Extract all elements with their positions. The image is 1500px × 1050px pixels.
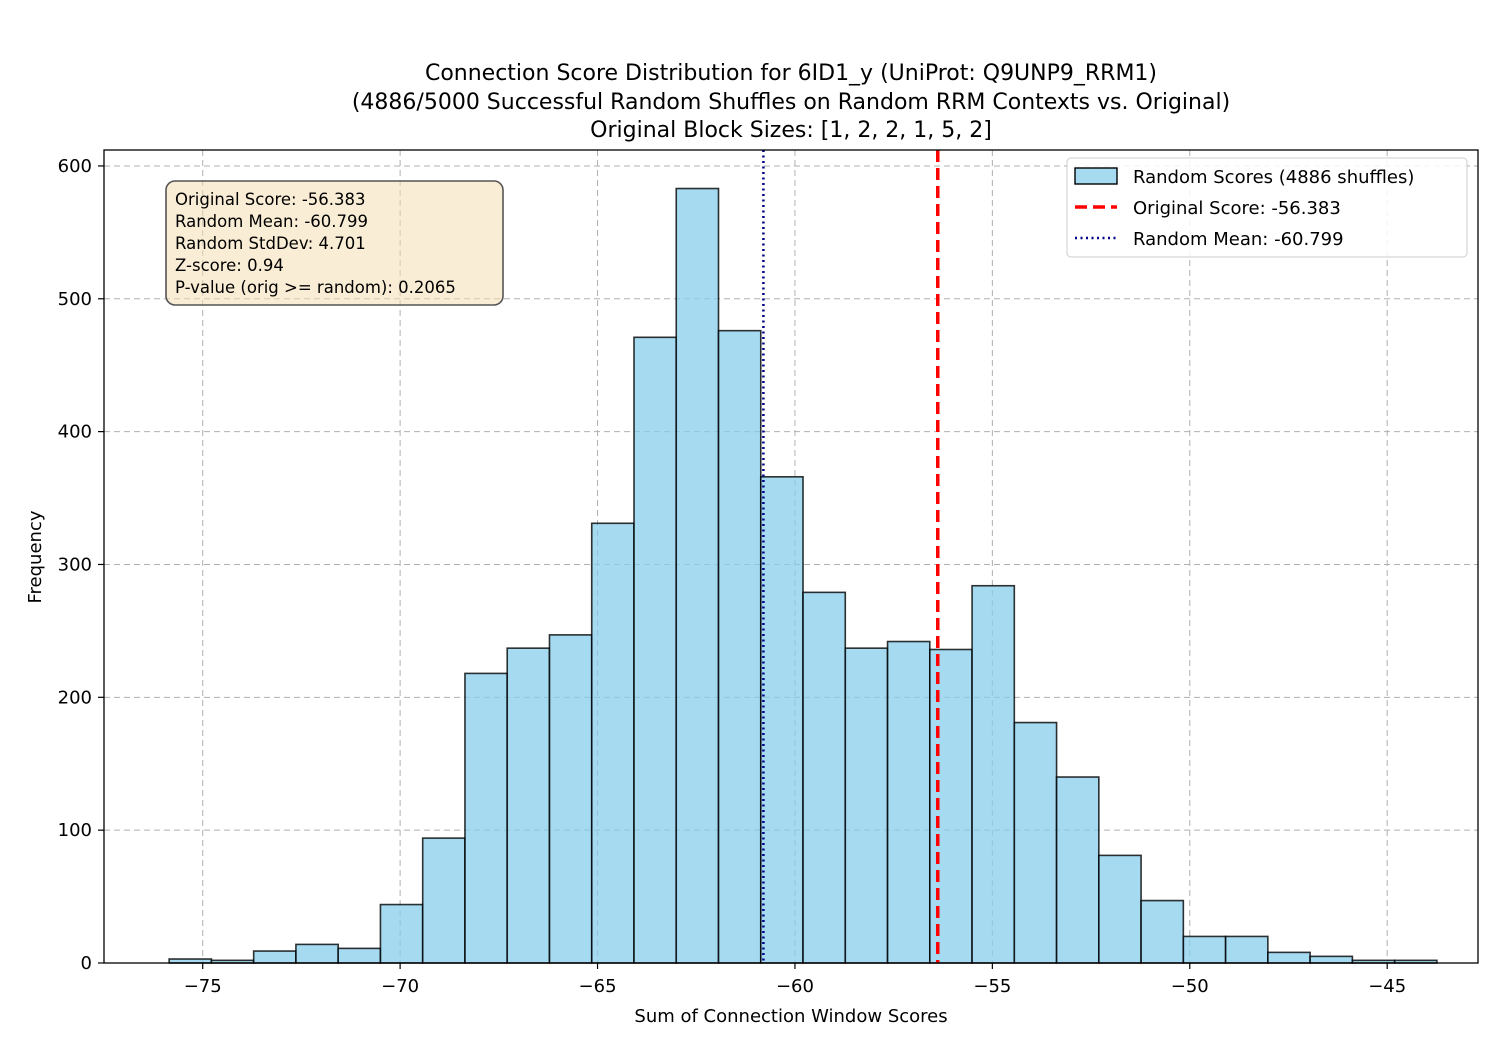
legend-label-original-score: Original Score: -56.383 bbox=[1133, 198, 1341, 219]
histogram-bar bbox=[802, 591, 847, 964]
stats-p-value: P-value (orig >= random): 0.2065 bbox=[175, 278, 456, 297]
y-tick-label: 0 bbox=[81, 953, 92, 974]
histogram-bar bbox=[717, 329, 762, 964]
legend-background bbox=[1066, 157, 1468, 258]
histogram-bar bbox=[633, 336, 678, 964]
chart-title-line-3: Original Block Sizes: [1, 2, 2, 1, 5, 2] bbox=[590, 118, 992, 143]
chart-title-line-1: Connection Score Distribution for 6ID1_y… bbox=[425, 61, 1157, 86]
histogram-bar bbox=[1055, 776, 1100, 964]
chart-legend: Random Scores (4886 shuffles) Original S… bbox=[1066, 157, 1468, 258]
chart-title-line-2: (4886/5000 Successful Random Shuffles on… bbox=[352, 90, 1230, 115]
x-tick-label: −60 bbox=[776, 976, 814, 997]
plot-frame bbox=[103, 149, 1479, 964]
histogram-bar bbox=[844, 647, 889, 964]
histogram-bar bbox=[506, 647, 551, 964]
histogram-bar bbox=[421, 837, 466, 964]
histogram-bar bbox=[1224, 935, 1269, 964]
x-tick-label: −45 bbox=[1368, 976, 1406, 997]
histogram-bar bbox=[548, 634, 593, 964]
legend-swatch-random-scores bbox=[1074, 167, 1118, 185]
histogram-bar bbox=[1309, 955, 1354, 964]
histogram-bar bbox=[1140, 899, 1185, 964]
y-tick-label: 200 bbox=[58, 687, 92, 708]
histogram-bar bbox=[464, 672, 509, 964]
x-tick-label: −50 bbox=[1171, 976, 1209, 997]
histogram-bars bbox=[168, 187, 1438, 964]
legend-label-random-mean: Random Mean: -60.799 bbox=[1133, 229, 1344, 250]
histogram-bar bbox=[886, 640, 931, 964]
histogram-bar bbox=[295, 943, 339, 964]
stats-random-stddev: Random StdDev: 4.701 bbox=[175, 234, 366, 253]
stats-random-mean: Random Mean: -60.799 bbox=[175, 212, 368, 231]
y-tick-label: 300 bbox=[58, 554, 92, 575]
histogram-bar bbox=[590, 522, 635, 964]
y-tick-label: 600 bbox=[58, 156, 92, 177]
reference-lines bbox=[762, 150, 940, 963]
stats-box-background bbox=[165, 180, 504, 306]
x-axis-label: Sum of Connection Window Scores bbox=[634, 1006, 947, 1027]
x-tick-label: −55 bbox=[973, 976, 1011, 997]
x-tick-label: −70 bbox=[381, 976, 419, 997]
y-axis-label: Frequency bbox=[25, 510, 46, 603]
histogram-bar bbox=[1013, 721, 1058, 964]
x-tick-label: −75 bbox=[184, 976, 222, 997]
axis-ticks: −75 −70 −65 −60 −55 −50 −45 0 100 200 300 400 500 600 bbox=[58, 156, 1407, 997]
stats-original-score: Original Score: -56.383 bbox=[175, 190, 366, 209]
histogram-bar bbox=[971, 584, 1016, 964]
histogram-bar bbox=[1098, 854, 1142, 964]
chart-title: Connection Score Distribution for 6ID1_y… bbox=[352, 61, 1230, 143]
y-tick-label: 100 bbox=[58, 820, 92, 841]
histogram-bar bbox=[252, 950, 297, 964]
x-tick-label: −65 bbox=[579, 976, 617, 997]
histogram-bar bbox=[337, 947, 382, 964]
y-tick-label: 400 bbox=[58, 422, 92, 443]
stats-annotation-box: Original Score: -56.383 Random Mean: -60… bbox=[165, 180, 504, 306]
legend-label-random-scores: Random Scores (4886 shuffles) bbox=[1133, 167, 1414, 188]
histogram-bar bbox=[1267, 951, 1311, 964]
y-tick-label: 500 bbox=[58, 289, 92, 310]
histogram-bar bbox=[675, 187, 720, 964]
histogram-bar bbox=[379, 903, 424, 964]
histogram-bar bbox=[1182, 935, 1227, 964]
stats-z-score: Z-score: 0.94 bbox=[175, 256, 284, 275]
histogram-bar bbox=[759, 475, 804, 964]
